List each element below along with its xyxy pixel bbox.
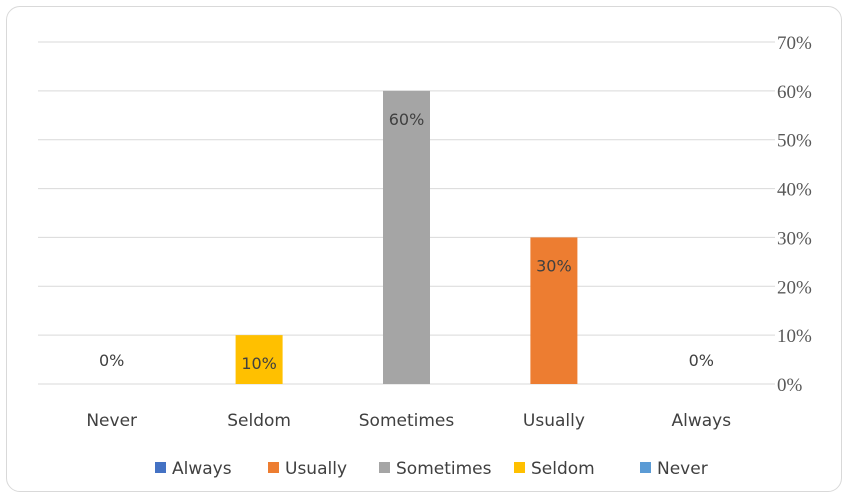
bar-seldom [235, 335, 283, 384]
y-tick-label: 20% [777, 277, 812, 298]
legend-swatch [640, 462, 651, 473]
data-label: 30% [536, 256, 572, 275]
x-tick-label: Seldom [227, 411, 291, 431]
y-tick-label: 40% [777, 180, 812, 201]
y-tick-label: 0% [777, 375, 803, 396]
legend-label: Usually [285, 459, 347, 479]
legend-swatch [379, 462, 390, 473]
y-tick-label: 10% [777, 326, 812, 347]
x-tick-label: Never [86, 411, 137, 431]
legend-swatch [155, 462, 166, 473]
y-tick-label: 70% [777, 33, 812, 54]
y-tick-label: 60% [777, 82, 812, 103]
bar-usually [530, 237, 578, 384]
legend-label: Never [657, 459, 708, 479]
y-tick-label: 50% [777, 131, 812, 152]
x-tick-label: Always [672, 411, 732, 431]
legend-label: Seldom [531, 459, 595, 479]
legend-label: Sometimes [396, 459, 492, 479]
legend-swatch [268, 462, 279, 473]
bars [235, 90, 578, 384]
x-axis-labels: Never Seldom Sometimes Usually Always [86, 411, 731, 431]
data-labels: 0% 10% 60% 30% 0% [99, 110, 714, 373]
bar-sometimes [383, 90, 430, 384]
legend: Always Usually Sometimes Seldom Never [155, 459, 708, 479]
legend-swatch [514, 462, 525, 473]
x-tick-label: Sometimes [359, 411, 455, 431]
data-label: 10% [241, 354, 277, 373]
y-axis-ticks: 0% 10% 20% 30% 40% 50% 60% 70% [777, 33, 812, 396]
x-tick-label: Usually [523, 411, 585, 431]
y-tick-label: 30% [777, 228, 812, 249]
data-label: 0% [99, 351, 124, 370]
data-label: 60% [389, 110, 425, 129]
data-label: 0% [689, 351, 714, 370]
legend-label: Always [172, 459, 232, 479]
